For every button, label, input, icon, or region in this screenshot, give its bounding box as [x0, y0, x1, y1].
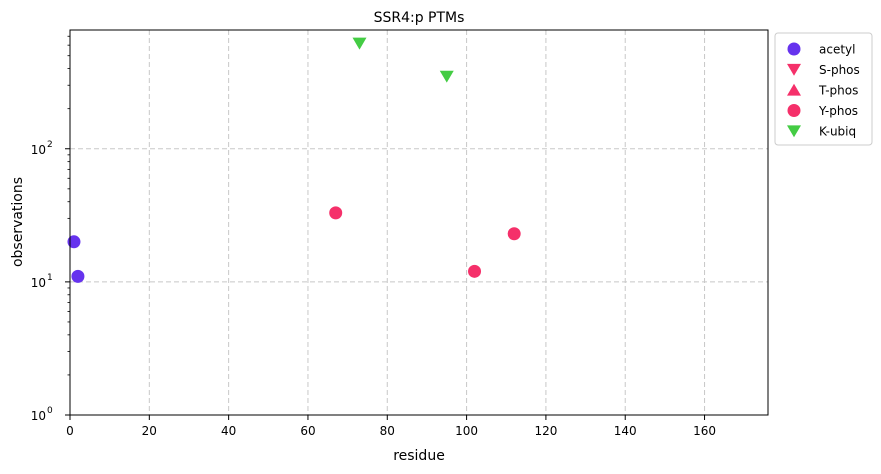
y-tick-label: 10	[31, 409, 46, 423]
y-tick-label: 10	[31, 276, 46, 290]
data-point	[439, 70, 454, 83]
y-tick-label: 10	[31, 143, 46, 157]
x-tick-label: 0	[66, 424, 74, 438]
y-axis-label: observations	[10, 177, 26, 267]
legend-frame	[774, 32, 873, 146]
x-tick-label: 20	[142, 424, 157, 438]
data-point	[352, 37, 367, 50]
legend-label: T-phos	[818, 84, 858, 98]
x-tick-label: 140	[614, 424, 637, 438]
y-tick-exponent: 0	[47, 406, 53, 416]
data-point	[507, 227, 521, 241]
data-point	[329, 206, 343, 220]
plot-frame	[69, 29, 769, 416]
y-tick-exponent: 1	[47, 273, 53, 283]
legend-label: Y-phos	[818, 104, 858, 118]
legend-marker	[787, 83, 801, 96]
legend-marker	[787, 42, 801, 56]
y-tick-exponent: 2	[47, 140, 53, 150]
data-point	[71, 269, 85, 283]
x-tick-label: 40	[221, 424, 236, 438]
x-axis-label: residue	[393, 448, 445, 464]
chart-title: SSR4:p PTMs	[374, 10, 465, 26]
legend-label: K-ubiq	[819, 125, 856, 139]
legend: acetyl S-phos T-phos Y-phos K-ubiq	[774, 32, 873, 146]
x-tick-label: 100	[455, 424, 478, 438]
data-point	[67, 235, 81, 249]
x-tick-label: 80	[380, 424, 395, 438]
data-points	[67, 37, 521, 283]
x-axis-ticks: 0 20 40 60 80 100 120 140 160	[66, 415, 716, 438]
grid	[70, 30, 768, 415]
x-tick-label: 160	[693, 424, 716, 438]
x-tick-label: 120	[534, 424, 557, 438]
x-tick-label: 60	[300, 424, 315, 438]
legend-marker	[787, 104, 801, 117]
legend-marker	[787, 125, 801, 138]
legend-label: acetyl	[819, 43, 855, 57]
legend-marker	[787, 63, 801, 76]
data-point	[468, 264, 482, 278]
legend-label: S-phos	[819, 63, 860, 77]
